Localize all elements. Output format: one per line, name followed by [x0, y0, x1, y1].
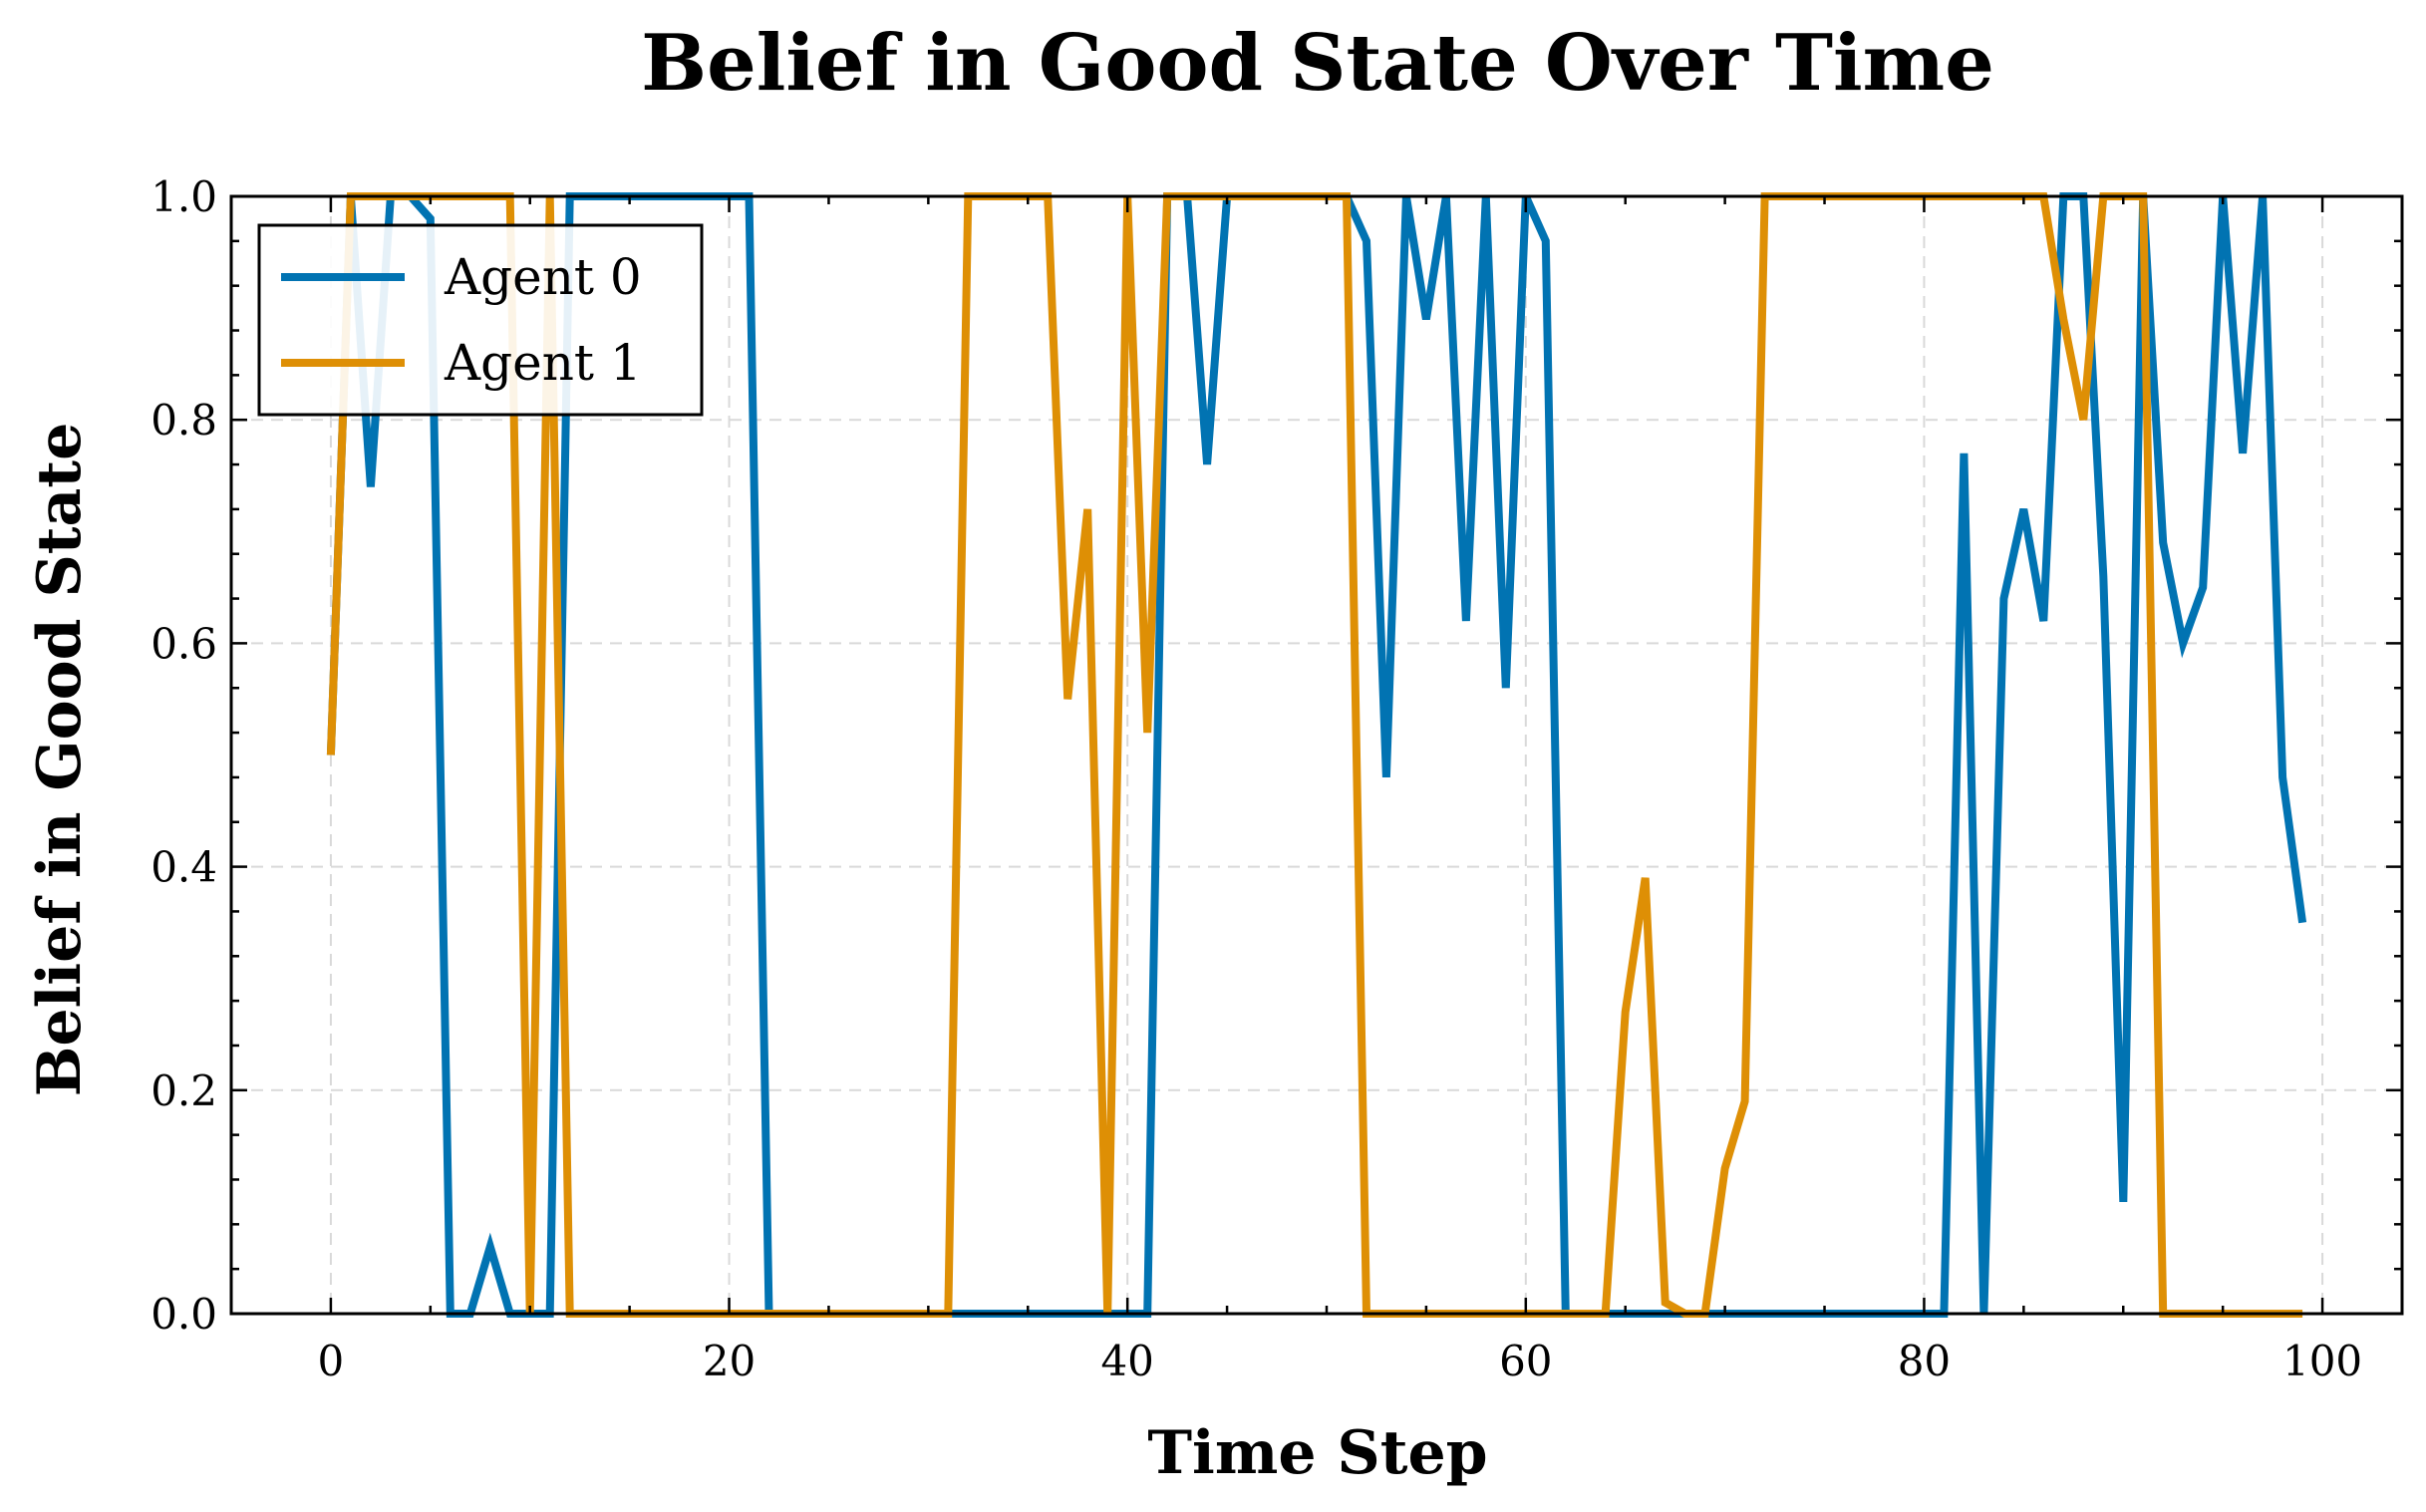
- x-tick-label: 80: [1898, 1337, 1951, 1385]
- y-tick-label: 0.6: [151, 619, 217, 668]
- y-axis-label: Belief in Good State: [25, 423, 95, 1097]
- x-tick-label: 40: [1100, 1337, 1153, 1385]
- y-tick-label: 1.0: [151, 172, 217, 221]
- x-axis-label: Time Step: [1147, 1418, 1487, 1488]
- legend-box: [257, 223, 704, 417]
- y-tick-label: 0.2: [151, 1066, 217, 1115]
- tick-layer: 0 20 40 60 80 100 0.0 0.2 0.4 0.6 0.8 1.0: [151, 172, 2402, 1385]
- x-tick-label: 100: [2282, 1337, 2362, 1385]
- chart-title: Belief in Good State Over Time: [641, 18, 1994, 109]
- x-tick-label: 60: [1499, 1337, 1552, 1385]
- y-tick-label: 0.8: [151, 396, 217, 445]
- legend-label-agent-1: Agent 1: [444, 334, 642, 392]
- x-tick-label: 0: [318, 1337, 345, 1385]
- x-tick-label: 20: [703, 1337, 756, 1385]
- plot-frame: [229, 194, 2404, 1316]
- y-tick-label: 0.4: [151, 843, 217, 892]
- legend: Agent 0 Agent 1: [257, 223, 704, 417]
- y-tick-label: 0.0: [151, 1290, 217, 1339]
- legend-label-agent-0: Agent 0: [444, 248, 642, 306]
